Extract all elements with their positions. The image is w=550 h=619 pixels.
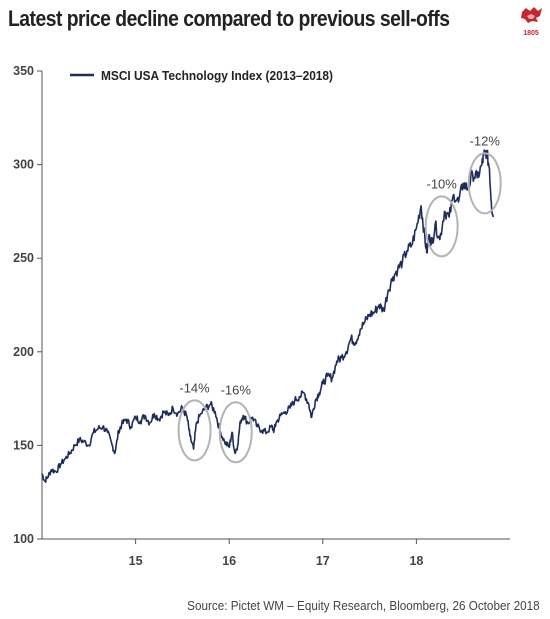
page-title: Latest price decline compared to previou…: [8, 6, 450, 31]
y-tick-label: 100: [13, 532, 34, 546]
drawdown-circle: [424, 195, 459, 258]
y-tick-label: 300: [13, 158, 34, 172]
x-tick-label: 15: [129, 554, 143, 568]
drawdown-label: -12%: [470, 133, 501, 148]
series-line: [41, 149, 494, 483]
source-note: Source: Pictet WM – Equity Research, Blo…: [187, 598, 540, 613]
y-tick-label: 200: [13, 345, 34, 359]
y-tick-label: 150: [13, 438, 34, 452]
y-axis: 100 150 200 250 300 350: [13, 64, 43, 546]
legend-label: MSCI USA Technology Index (2013–2018): [101, 69, 333, 83]
drawdown-label: -16%: [221, 382, 252, 397]
y-tick-label: 250: [13, 251, 34, 265]
legend: MSCI USA Technology Index (2013–2018): [70, 69, 333, 83]
y-tick-label: 350: [13, 64, 34, 78]
x-tick-label: 17: [316, 554, 330, 568]
drawdown-circle: [467, 152, 502, 215]
x-tick-label: 16: [222, 554, 236, 568]
series-group: [41, 149, 494, 483]
x-axis: 15 16 17 18: [42, 538, 510, 568]
pictet-logo-icon: 1805: [521, 7, 542, 37]
annotations-group: -14% -16% -10% -12%: [177, 133, 502, 464]
drawdown-circle: [177, 399, 212, 462]
drawdown-circle: [218, 401, 253, 464]
logo-year: 1805: [523, 30, 539, 37]
drawdown-label: -10%: [426, 176, 457, 191]
drawdown-label: -14%: [179, 380, 210, 395]
x-tick-label: 18: [409, 554, 423, 568]
